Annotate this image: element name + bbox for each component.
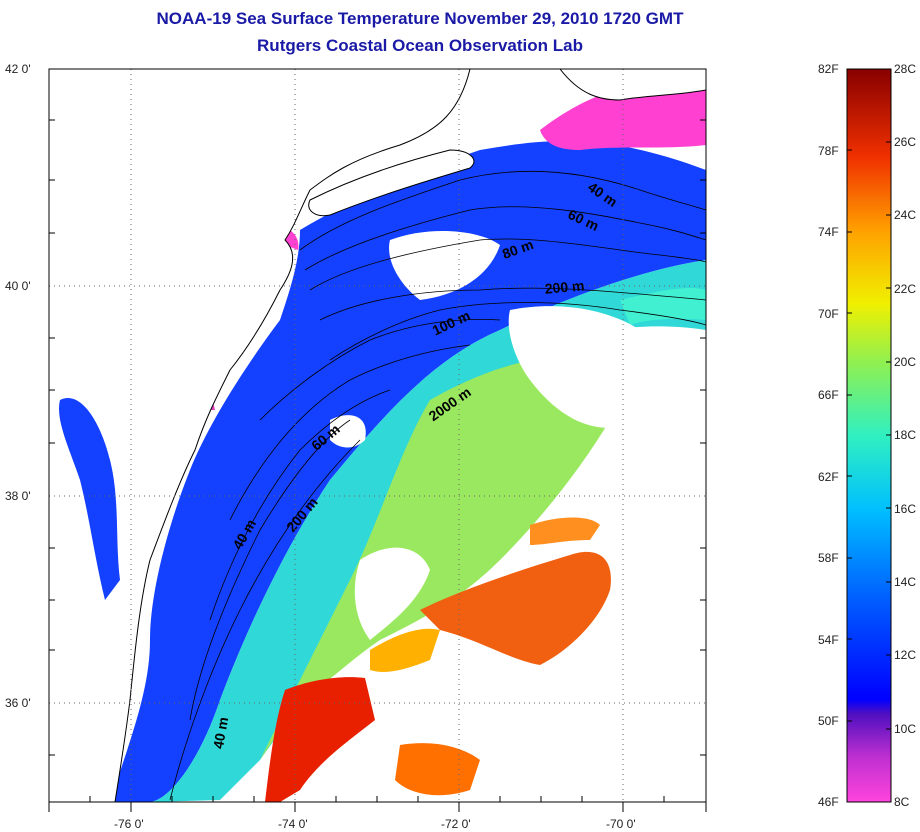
warm-core	[265, 677, 375, 802]
bathymetry-contours	[169, 170, 706, 801]
axis-ticks	[48, 119, 707, 812]
colorbar-c-label: 18C	[894, 428, 917, 442]
colorbar-c-label: 14C	[894, 575, 917, 589]
map-subtitle: Rutgers Coastal Ocean Observation Lab	[257, 36, 583, 55]
contour-label: 200 m	[544, 277, 585, 296]
slope-water	[150, 260, 706, 802]
contour-label: 40 m	[210, 716, 231, 750]
new-england-coast	[559, 69, 706, 101]
lat-label: 40 0'	[5, 279, 31, 293]
cloud-patch-small	[330, 415, 366, 448]
map-title: NOAA-19 Sea Surface Temperature November…	[156, 9, 684, 28]
lat-label: 38 0'	[5, 489, 31, 503]
lon-label: -74 0'	[278, 817, 308, 831]
lon-label: -70 0'	[606, 817, 636, 831]
colorbar-f-label: 78F	[818, 144, 839, 158]
colorbar-f-label: 54F	[818, 633, 839, 647]
lat-label: 42 0'	[5, 62, 31, 76]
colorbar	[846, 68, 892, 803]
colorbar-c-label: 16C	[894, 502, 917, 516]
slope-water-patch	[620, 288, 706, 325]
colorbar-c-label: 12C	[894, 648, 917, 662]
gulf-stream-eddy	[530, 517, 600, 545]
colorbar-c-label: 10C	[894, 722, 917, 736]
colorbar-c-label: 24C	[894, 208, 917, 222]
colorbar-ticks	[847, 141, 891, 730]
graticule	[49, 69, 706, 802]
colorbar-c-label: 20C	[894, 355, 917, 369]
lon-label: -72 0'	[441, 817, 471, 831]
colorbar-f-label: 50F	[818, 714, 839, 728]
colorbar-c-label: 28C	[894, 62, 917, 76]
long-island	[308, 149, 475, 217]
colorbar-f-label: 82F	[818, 62, 839, 76]
cloud-patch-east	[508, 306, 640, 428]
offshore-water	[260, 356, 610, 760]
warm-filament	[370, 628, 440, 672]
cloud-patch	[389, 230, 500, 300]
warm-patch	[395, 743, 480, 796]
colorbar-c-label: 22C	[894, 282, 917, 296]
colorbar-f-label: 74F	[818, 225, 839, 239]
colorbar-f-label: 46F	[818, 795, 839, 809]
cloud-patch-south	[354, 547, 430, 640]
colorbar-f-label: 62F	[818, 470, 839, 484]
chesapeake-bay	[59, 398, 120, 600]
colorbar-f-label: 58F	[818, 551, 839, 565]
colorbar-c-label: 8C	[894, 795, 910, 809]
lon-label: -76 0'	[114, 817, 144, 831]
lat-label: 36 0'	[5, 696, 31, 710]
colorbar-f-label: 70F	[818, 307, 839, 321]
colorbar-f-label: 66F	[818, 388, 839, 402]
mainland-coast	[49, 69, 471, 802]
gulf-stream	[420, 551, 611, 665]
colorbar-c-label: 26C	[894, 135, 917, 149]
